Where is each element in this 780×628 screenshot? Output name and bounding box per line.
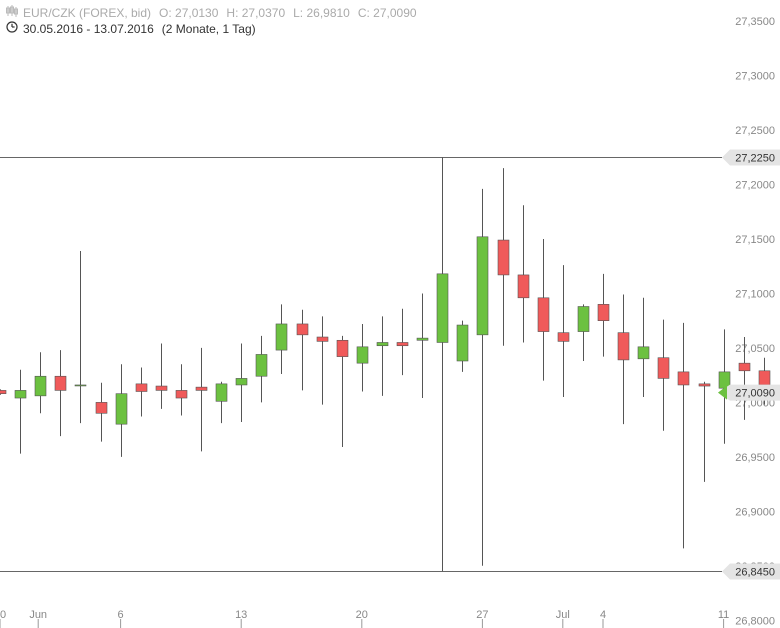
candle-down bbox=[0, 390, 7, 394]
candle-up bbox=[74, 384, 87, 387]
candle-down bbox=[758, 370, 771, 386]
candle-up bbox=[577, 306, 590, 332]
y-tick-label: 26,9500 bbox=[735, 452, 775, 464]
candle-up bbox=[456, 324, 469, 362]
candle-up bbox=[436, 273, 449, 343]
y-tick-label: 27,3000 bbox=[735, 71, 775, 83]
y-tick-label: 27,2500 bbox=[735, 125, 775, 137]
quote-summary: EUR/CZK (FOREX, bid) O: 27,0130 H: 27,03… bbox=[6, 5, 417, 21]
candle-up bbox=[115, 393, 128, 425]
candle-up bbox=[476, 236, 489, 336]
last-value-arrow bbox=[718, 385, 727, 400]
candle-down bbox=[396, 342, 409, 347]
y-tick-label: 27,2000 bbox=[735, 179, 775, 191]
candle-up bbox=[34, 375, 47, 397]
period-info: 30.05.2016 - 13.07.2016 (2 Monate, 1 Tag… bbox=[6, 21, 417, 37]
candle-down bbox=[54, 375, 67, 391]
date-range: 30.05.2016 - 13.07.2016 bbox=[23, 22, 154, 36]
low-value: L: 26,9810 bbox=[293, 6, 350, 20]
candle-up bbox=[235, 378, 248, 386]
candle-down bbox=[95, 402, 108, 414]
candle-up bbox=[376, 342, 389, 347]
candle-down bbox=[195, 386, 208, 391]
candle-down bbox=[497, 239, 510, 276]
candle-down bbox=[296, 323, 309, 336]
candle-up bbox=[637, 346, 650, 360]
candle-down bbox=[657, 357, 670, 379]
candle-down bbox=[336, 339, 349, 357]
candlestick-icon bbox=[6, 5, 20, 21]
candle-down bbox=[597, 304, 610, 321]
y-tick-label: 27,3500 bbox=[735, 16, 775, 28]
candle-down bbox=[175, 390, 188, 399]
symbol-name: EUR/CZK (FOREX, bid) bbox=[23, 6, 152, 20]
y-tick-label: 27,0500 bbox=[735, 343, 775, 355]
chart-header: EUR/CZK (FOREX, bid) O: 27,0130 H: 27,03… bbox=[6, 5, 417, 37]
open-value: O: 27,0130 bbox=[159, 6, 219, 20]
x-tick-label: Jun bbox=[29, 609, 47, 621]
x-tick-label: 13 bbox=[235, 609, 247, 621]
period-length: (2 Monate, 1 Tag) bbox=[161, 22, 256, 36]
candle-down bbox=[155, 385, 168, 391]
last-value-label: 27,0090 bbox=[735, 388, 775, 400]
reference-label: 27,2250 bbox=[735, 153, 775, 165]
candle-down bbox=[738, 362, 751, 372]
candle-down bbox=[537, 297, 550, 332]
candle-up bbox=[275, 323, 288, 351]
candle-down bbox=[135, 383, 148, 392]
x-tick-label: 27 bbox=[476, 609, 488, 621]
candle-up bbox=[14, 390, 27, 399]
candle-down bbox=[677, 371, 690, 386]
y-tick-label: 26,8000 bbox=[735, 615, 775, 627]
candle-up bbox=[356, 346, 369, 364]
reference-label-box bbox=[722, 563, 780, 580]
candle-up bbox=[416, 337, 429, 341]
candle-down bbox=[617, 332, 630, 361]
close-value: C: 27,0090 bbox=[357, 6, 417, 20]
clock-icon bbox=[6, 21, 20, 37]
candle-down bbox=[517, 274, 530, 299]
x-tick-label: 30 bbox=[0, 609, 6, 621]
x-tick-label: 20 bbox=[356, 609, 368, 621]
x-tick-label: Jul bbox=[556, 609, 570, 621]
reference-label: 26,8450 bbox=[735, 567, 775, 579]
candle-up bbox=[255, 354, 268, 377]
reference-label-box bbox=[722, 149, 780, 166]
high-value: H: 27,0370 bbox=[226, 6, 286, 20]
candle-up bbox=[215, 383, 228, 402]
y-tick-label: 27,1500 bbox=[735, 234, 775, 246]
last-value-box bbox=[718, 384, 780, 401]
x-tick-label: 11 bbox=[718, 609, 729, 621]
y-tick-label: 27,1000 bbox=[735, 288, 775, 300]
x-tick-label: 4 bbox=[600, 609, 606, 621]
candle-down bbox=[316, 336, 329, 342]
candle-down bbox=[698, 383, 711, 387]
y-tick-label: 26,9000 bbox=[735, 506, 775, 518]
candle-down bbox=[557, 332, 570, 342]
x-tick-label: 6 bbox=[118, 609, 124, 621]
